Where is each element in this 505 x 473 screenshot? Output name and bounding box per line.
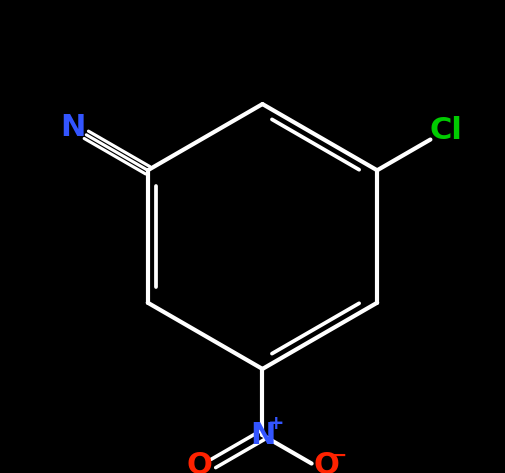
Text: +: +	[267, 414, 283, 433]
Text: N: N	[249, 420, 275, 450]
Text: O: O	[186, 451, 212, 473]
Text: −: −	[330, 446, 346, 464]
Text: O: O	[313, 451, 339, 473]
Text: N: N	[61, 113, 86, 142]
Text: Cl: Cl	[429, 116, 462, 145]
